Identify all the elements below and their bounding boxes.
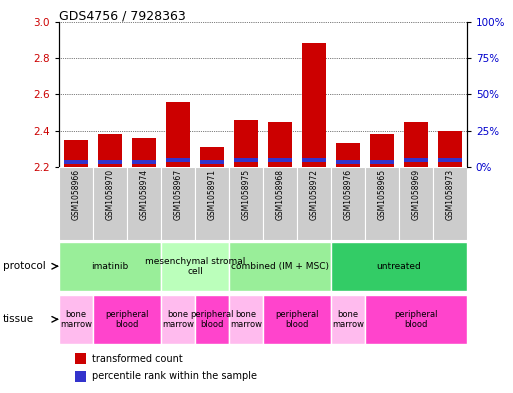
Bar bbox=[302, 44, 326, 167]
Bar bbox=[365, 295, 467, 344]
Bar bbox=[161, 242, 229, 291]
Bar bbox=[336, 143, 360, 167]
Bar bbox=[370, 134, 394, 167]
Text: GSM1058970: GSM1058970 bbox=[106, 169, 114, 220]
Bar bbox=[59, 242, 161, 291]
Text: GDS4756 / 7928363: GDS4756 / 7928363 bbox=[59, 10, 186, 23]
Text: GSM1058966: GSM1058966 bbox=[71, 169, 81, 220]
Text: GSM1058968: GSM1058968 bbox=[275, 169, 284, 220]
Bar bbox=[64, 140, 88, 167]
Text: protocol: protocol bbox=[3, 261, 45, 271]
Bar bbox=[59, 295, 93, 344]
Bar bbox=[64, 160, 88, 164]
Bar bbox=[234, 158, 258, 162]
Bar bbox=[438, 131, 462, 167]
Text: transformed count: transformed count bbox=[92, 354, 183, 364]
Text: peripheral
blood: peripheral blood bbox=[190, 310, 234, 329]
Text: GSM1058971: GSM1058971 bbox=[207, 169, 216, 220]
Bar bbox=[93, 167, 127, 240]
Text: imatinib: imatinib bbox=[91, 262, 129, 271]
Text: peripheral
blood: peripheral blood bbox=[105, 310, 149, 329]
Bar bbox=[161, 167, 195, 240]
Text: GSM1058972: GSM1058972 bbox=[309, 169, 319, 220]
Bar bbox=[399, 167, 433, 240]
Bar bbox=[404, 121, 428, 167]
Text: peripheral
blood: peripheral blood bbox=[394, 310, 438, 329]
Text: bone
marrow: bone marrow bbox=[162, 310, 194, 329]
Text: GSM1058969: GSM1058969 bbox=[411, 169, 420, 220]
Bar bbox=[331, 242, 467, 291]
Text: mesenchymal stromal
cell: mesenchymal stromal cell bbox=[145, 257, 245, 276]
Bar bbox=[166, 158, 190, 162]
Text: percentile rank within the sample: percentile rank within the sample bbox=[92, 371, 256, 382]
Bar bbox=[331, 167, 365, 240]
Text: peripheral
blood: peripheral blood bbox=[275, 310, 319, 329]
Bar bbox=[302, 158, 326, 162]
Bar bbox=[297, 167, 331, 240]
Text: bone
marrow: bone marrow bbox=[332, 310, 364, 329]
Text: GSM1058974: GSM1058974 bbox=[140, 169, 148, 220]
Bar bbox=[234, 120, 258, 167]
Bar bbox=[200, 147, 224, 167]
Bar bbox=[365, 167, 399, 240]
Bar bbox=[127, 167, 161, 240]
Bar bbox=[263, 295, 331, 344]
Text: GSM1058967: GSM1058967 bbox=[173, 169, 183, 220]
Bar bbox=[98, 134, 122, 167]
Bar bbox=[195, 167, 229, 240]
Text: GSM1058976: GSM1058976 bbox=[343, 169, 352, 220]
Bar bbox=[331, 295, 365, 344]
Text: untreated: untreated bbox=[377, 262, 421, 271]
Bar bbox=[433, 167, 467, 240]
Text: bone
marrow: bone marrow bbox=[230, 310, 262, 329]
Bar bbox=[132, 138, 156, 167]
Bar bbox=[438, 158, 462, 162]
Bar bbox=[229, 167, 263, 240]
Bar bbox=[161, 295, 195, 344]
Bar bbox=[93, 295, 161, 344]
Bar bbox=[370, 160, 394, 164]
Bar bbox=[166, 101, 190, 167]
Text: combined (IM + MSC): combined (IM + MSC) bbox=[231, 262, 329, 271]
Bar bbox=[132, 160, 156, 164]
Bar bbox=[195, 295, 229, 344]
Bar bbox=[336, 160, 360, 164]
Text: GSM1058973: GSM1058973 bbox=[445, 169, 455, 220]
Bar bbox=[75, 353, 86, 364]
Text: GSM1058975: GSM1058975 bbox=[242, 169, 250, 220]
Bar bbox=[268, 158, 292, 162]
Bar bbox=[229, 242, 331, 291]
Bar bbox=[200, 160, 224, 164]
Text: tissue: tissue bbox=[3, 314, 34, 324]
Text: GSM1058965: GSM1058965 bbox=[378, 169, 386, 220]
Bar bbox=[404, 158, 428, 162]
Bar bbox=[75, 371, 86, 382]
Bar bbox=[98, 160, 122, 164]
Text: bone
marrow: bone marrow bbox=[60, 310, 92, 329]
Bar bbox=[268, 121, 292, 167]
Bar bbox=[59, 167, 93, 240]
Bar bbox=[263, 167, 297, 240]
Bar bbox=[229, 295, 263, 344]
